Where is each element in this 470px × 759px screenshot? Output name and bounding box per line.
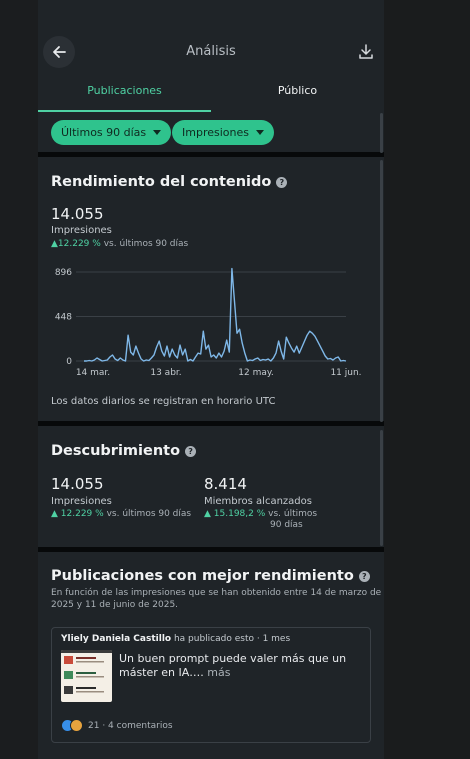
discovery-impressions-label: Impresiones — [51, 496, 112, 507]
metric-filter-label: Impresiones — [182, 126, 249, 139]
celebrate-reaction-icon — [70, 719, 83, 732]
top-posts-title: Publicaciones con mejor rendimiento ? — [51, 568, 370, 584]
top-bar: Análisis Publicaciones Público — [38, 0, 384, 112]
active-tab-indicator — [38, 110, 211, 112]
performance-title-text: Rendimiento del contenido — [51, 174, 272, 190]
right-margin — [384, 0, 470, 759]
post-text: Un buen prompt puede valer más que un má… — [119, 652, 364, 680]
help-icon[interactable]: ? — [358, 570, 370, 582]
top-posts-title-text: Publicaciones con mejor rendimiento — [51, 568, 354, 584]
x-tick-label: 14 mar. — [76, 368, 110, 378]
divider — [38, 547, 384, 552]
impressions-label: Impresiones — [51, 225, 112, 236]
analytics-screen: Análisis Publicaciones Público Últimos 9… — [38, 0, 384, 759]
metric-filter-chip[interactable]: Impresiones — [172, 120, 274, 145]
y-tick-label: 0 — [66, 357, 72, 367]
discovery-impressions-value: 14.055 — [51, 475, 104, 493]
scrollbar[interactable] — [380, 160, 383, 422]
caret-down-icon — [153, 130, 162, 135]
performance-title: Rendimiento del contenido ? — [51, 174, 288, 190]
help-icon[interactable]: ? — [185, 445, 197, 457]
members-delta-line2: 90 días — [270, 520, 303, 530]
trend-up-icon: ▲ — [51, 509, 58, 519]
reactions-count: 21 · 4 comentarios — [88, 720, 173, 731]
discovery-card: Descubrimiento ? 14.055 Impresiones ▲ 12… — [38, 426, 384, 547]
x-tick-label: 12 may. — [238, 368, 274, 378]
utc-note: Los datos diarios se registran en horari… — [51, 396, 276, 407]
performance-card: Rendimiento del contenido ? 14.055 Impre… — [38, 157, 384, 421]
download-icon — [359, 44, 373, 59]
x-tick-label: 11 jun. — [330, 368, 361, 378]
discovery-title-text: Descubrimiento — [51, 443, 181, 459]
delta-suffix: vs. últimos 90 días — [103, 239, 189, 249]
back-button[interactable] — [43, 36, 75, 68]
trend-up-icon: ▲ — [204, 509, 211, 519]
scrollbar[interactable] — [380, 430, 383, 546]
download-button[interactable] — [356, 42, 376, 62]
post-author-line: Yliely Daniela Castillo ha publicado est… — [61, 634, 290, 644]
members-delta: ▲ 15.198,2 % vs. últimos — [204, 509, 317, 520]
delta-value: 12.229 % — [57, 239, 101, 249]
delta-value: 15.198,2 % — [213, 509, 266, 519]
impressions-series-line — [84, 267, 347, 362]
document-thumbnail-icon — [61, 650, 112, 694]
delta-suffix: vs. últimos — [268, 509, 318, 519]
tab-publico[interactable]: Público — [277, 84, 318, 97]
caret-down-icon — [255, 130, 264, 135]
x-tick-label: 13 abr. — [150, 368, 181, 378]
period-filter-chip[interactable]: Últimos 90 días — [51, 120, 172, 145]
top-post[interactable]: Yliely Daniela Castillo ha publicado est… — [51, 627, 371, 743]
post-reactions[interactable]: 21 · 4 comentarios — [61, 719, 173, 732]
y-tick-label: 448 — [55, 313, 72, 323]
post-body: Un buen prompt puede valer más que un má… — [119, 652, 347, 679]
scrollbar[interactable] — [380, 113, 383, 153]
post-action: ha publicado esto · 1 mes — [173, 634, 291, 644]
top-posts-subtitle-2: 2025 y 11 de junio de 2025. — [51, 600, 179, 610]
impressions-chart[interactable]: 896 448 0 14 mar. 13 abr. 12 may. 11 jun. — [46, 262, 376, 382]
members-label: Miembros alcanzados — [204, 496, 312, 507]
left-margin — [0, 0, 38, 759]
filter-bar: Últimos 90 días Impresiones — [38, 112, 384, 152]
delta-suffix: vs. últimos 90 días — [106, 509, 192, 519]
divider — [38, 421, 384, 426]
discovery-impressions-delta: ▲ 12.229 % vs. últimos 90 días — [51, 509, 191, 520]
top-posts-card: Publicaciones con mejor rendimiento ? En… — [38, 552, 384, 759]
tab-bar: Publicaciones Público — [38, 84, 384, 112]
divider — [38, 152, 384, 157]
page-title: Análisis — [186, 44, 236, 59]
discovery-title: Descubrimiento ? — [51, 443, 197, 459]
period-filter-label: Últimos 90 días — [61, 126, 147, 139]
post-thumbnail[interactable] — [61, 650, 112, 702]
post-author[interactable]: Yliely Daniela Castillo — [61, 634, 172, 644]
tab-publicaciones[interactable]: Publicaciones — [87, 84, 162, 97]
delta-value: 12.229 % — [60, 509, 104, 519]
help-icon[interactable]: ? — [276, 176, 288, 188]
impressions-value: 14.055 — [51, 205, 104, 223]
impressions-delta: ▲12.229 % vs. últimos 90 días — [51, 239, 188, 250]
arrow-left-icon — [53, 46, 66, 58]
see-more-link[interactable]: más — [207, 666, 231, 679]
members-value: 8.414 — [204, 475, 247, 493]
top-posts-subtitle-1: En función de las impresiones que se han… — [51, 588, 382, 598]
trend-up-icon: ▲ — [51, 239, 58, 249]
y-tick-label: 896 — [55, 268, 72, 278]
